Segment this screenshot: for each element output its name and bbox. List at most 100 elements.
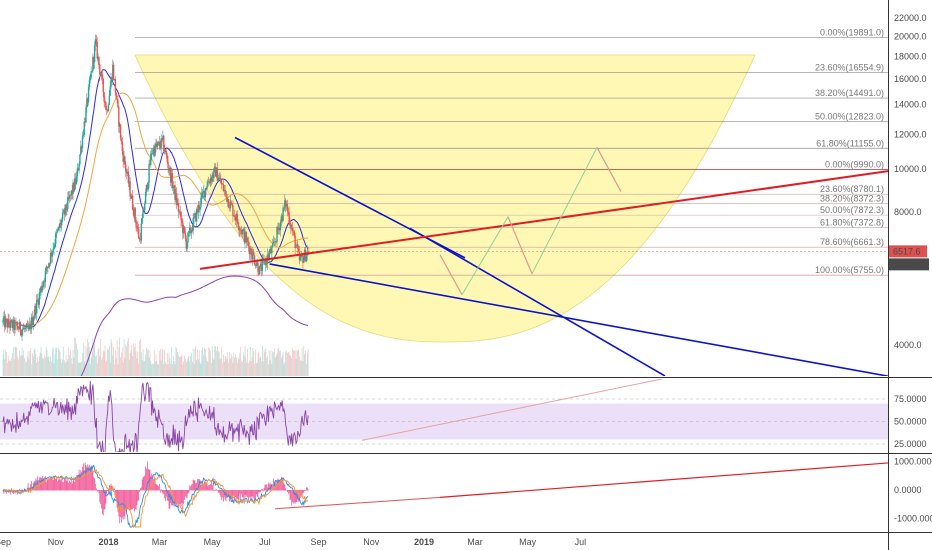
candle-body bbox=[188, 231, 190, 233]
macd-histogram-bar bbox=[51, 479, 53, 491]
macd-histogram-bar bbox=[31, 481, 32, 491]
volume-bar bbox=[103, 351, 105, 376]
fib-level-label: 100.00%(5755.0) bbox=[815, 265, 884, 275]
volume-bar bbox=[176, 348, 178, 376]
candle-body bbox=[36, 299, 38, 314]
volume-bar bbox=[159, 349, 161, 376]
macd-histogram-bar bbox=[83, 471, 85, 491]
macd-histogram-bar bbox=[61, 476, 63, 491]
macd-histogram-bar bbox=[245, 490, 247, 498]
volume-bar bbox=[248, 363, 249, 376]
volume-bar bbox=[217, 350, 219, 376]
candle-body bbox=[287, 211, 289, 213]
candle-body bbox=[129, 181, 131, 197]
candle-body bbox=[62, 210, 65, 213]
candle-body bbox=[166, 155, 168, 162]
candle-body bbox=[193, 217, 195, 219]
macd-histogram-bar bbox=[303, 490, 305, 493]
volume-bar bbox=[46, 349, 48, 376]
macd-histogram-bar bbox=[306, 487, 307, 491]
volume-bar bbox=[152, 363, 153, 376]
macd-histogram-bar bbox=[274, 481, 276, 491]
candle-body bbox=[3, 316, 5, 321]
time-tick-label: Nov bbox=[48, 537, 65, 547]
volume-bar bbox=[240, 346, 242, 376]
candle-body bbox=[5, 318, 8, 320]
volume-bar bbox=[147, 349, 149, 376]
candle-body bbox=[279, 221, 282, 231]
macd-histogram-bar bbox=[132, 490, 134, 510]
volume-bar bbox=[149, 350, 151, 376]
candle-body bbox=[261, 259, 264, 271]
candle-body bbox=[304, 249, 307, 262]
volume-bar bbox=[98, 347, 100, 376]
volume-bar bbox=[102, 350, 104, 376]
volume-bar bbox=[199, 362, 201, 376]
macd-histogram-bar bbox=[23, 490, 25, 491]
macd-histogram-bar bbox=[242, 490, 244, 498]
candle-body bbox=[150, 153, 152, 165]
macd-histogram-bar bbox=[82, 466, 83, 491]
candle-body bbox=[65, 204, 67, 211]
time-tick-label: Jul bbox=[259, 537, 271, 547]
macd-histogram-bar bbox=[143, 476, 145, 491]
macd-histogram-bar bbox=[63, 482, 64, 491]
candle-body bbox=[219, 177, 221, 179]
candle-body bbox=[109, 86, 111, 96]
candle-body bbox=[142, 209, 144, 219]
macd-histogram-bar bbox=[51, 476, 52, 491]
candle-body bbox=[42, 281, 45, 286]
volume-bar bbox=[256, 362, 258, 376]
volume-bar bbox=[30, 348, 32, 376]
volume-bar bbox=[190, 355, 191, 376]
macd-histogram-bar bbox=[159, 484, 160, 491]
fib-level-label: 0.00%(19891.0) bbox=[820, 27, 884, 37]
volume-bar bbox=[118, 347, 120, 376]
volume-bar bbox=[185, 358, 186, 376]
fib-level-label: 0.00%(9990.0) bbox=[825, 159, 884, 169]
candle-body bbox=[79, 154, 81, 164]
candle-body bbox=[297, 244, 299, 250]
candle-body bbox=[44, 271, 47, 283]
candle-body bbox=[125, 164, 127, 172]
volume-bar bbox=[188, 355, 190, 376]
candle-body bbox=[246, 238, 249, 242]
candle-body bbox=[134, 208, 136, 220]
macd-histogram-bar bbox=[186, 490, 188, 499]
macd-histogram-bar bbox=[127, 490, 128, 510]
candle-body bbox=[35, 305, 37, 314]
candle-body bbox=[305, 255, 308, 262]
volume-bar bbox=[58, 349, 60, 376]
signal-line bbox=[2, 469, 309, 529]
candle-body bbox=[50, 252, 53, 257]
candle-body bbox=[103, 92, 105, 102]
macd-histogram-bar bbox=[45, 481, 47, 491]
volume-bar bbox=[67, 358, 69, 376]
volume-bar bbox=[300, 360, 301, 376]
candle-body bbox=[189, 227, 192, 234]
macd-histogram-bar bbox=[278, 481, 280, 491]
volume-bar bbox=[137, 351, 139, 376]
candle-body bbox=[84, 121, 86, 123]
macd-histogram-bar bbox=[156, 484, 158, 491]
volume-bar bbox=[246, 362, 248, 376]
macd-histogram-bar bbox=[154, 479, 156, 491]
candle-body bbox=[170, 173, 173, 183]
volume-bar bbox=[7, 355, 9, 376]
macd-histogram-bar bbox=[54, 476, 56, 491]
fib-level-label: 23.60%(16554.9) bbox=[815, 63, 884, 73]
volume-bar bbox=[9, 360, 11, 376]
volume-bar bbox=[112, 355, 114, 376]
volume-bar bbox=[124, 357, 126, 376]
macd-histogram-bar bbox=[114, 490, 116, 498]
macd-histogram-bar bbox=[256, 490, 258, 497]
volume-bar bbox=[200, 364, 202, 376]
candle-body bbox=[298, 251, 301, 261]
volume-bar bbox=[284, 362, 286, 376]
macd-histogram-bar bbox=[137, 490, 139, 502]
macd-histogram-bar bbox=[70, 477, 72, 491]
macd-histogram-bar bbox=[92, 472, 94, 491]
volume-bar bbox=[228, 362, 229, 376]
macd-histogram-bar bbox=[105, 490, 107, 504]
